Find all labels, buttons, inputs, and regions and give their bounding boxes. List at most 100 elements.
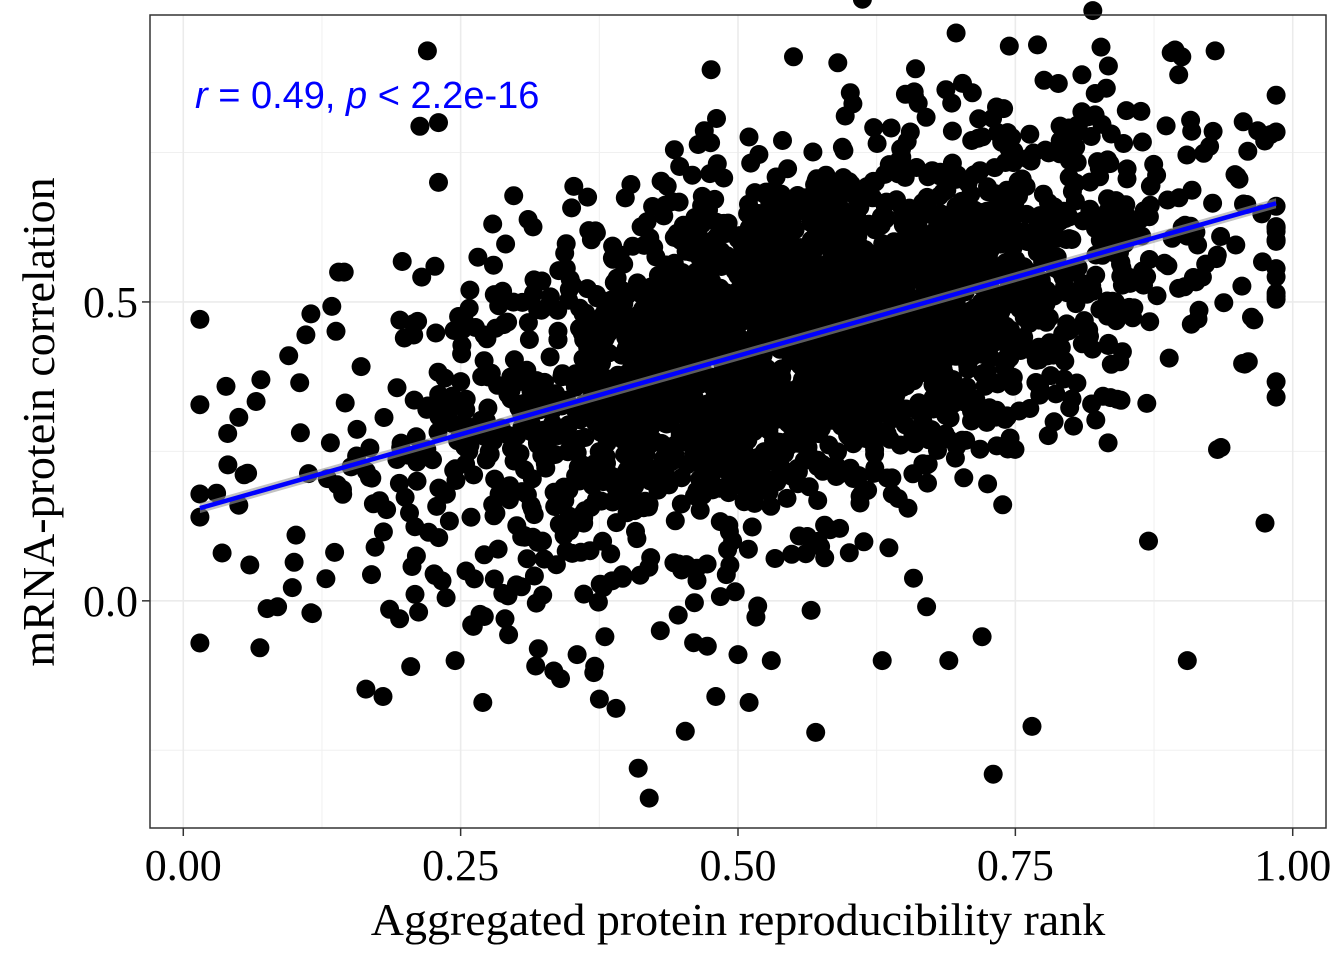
- data-point: [738, 204, 758, 224]
- data-point: [251, 370, 271, 390]
- data-point: [687, 273, 706, 293]
- data-point: [988, 289, 1008, 309]
- data-point: [518, 313, 538, 333]
- data-point: [881, 332, 901, 352]
- data-point: [1244, 310, 1264, 330]
- data-point: [985, 158, 1005, 178]
- data-point: [268, 597, 288, 617]
- data-point: [946, 23, 966, 43]
- data-point: [1056, 122, 1076, 142]
- data-point: [1255, 513, 1275, 533]
- data-point: [687, 481, 707, 501]
- y-axis-label: mRNA-protein correlation: [13, 177, 64, 666]
- data-point: [1034, 70, 1054, 90]
- data-point: [972, 627, 992, 647]
- data-point: [852, 0, 872, 9]
- data-point: [495, 609, 515, 629]
- data-point: [334, 262, 354, 282]
- data-point: [628, 758, 648, 778]
- data-point: [706, 687, 726, 706]
- data-point: [958, 209, 978, 229]
- data-point: [504, 350, 524, 370]
- data-point: [327, 475, 347, 495]
- data-point: [1266, 267, 1286, 287]
- data-point: [1082, 394, 1102, 414]
- data-point: [459, 298, 479, 318]
- data-point: [885, 397, 905, 417]
- data-point: [365, 537, 385, 557]
- data-point: [831, 186, 851, 206]
- data-point: [1080, 326, 1099, 346]
- data-point: [699, 208, 719, 228]
- data-point: [1266, 283, 1286, 303]
- data-point: [567, 443, 587, 463]
- data-point: [625, 340, 645, 360]
- data-point: [279, 346, 299, 366]
- data-point: [405, 517, 425, 537]
- data-point: [654, 206, 674, 226]
- data-point: [710, 512, 730, 532]
- data-point: [1233, 112, 1253, 132]
- data-point: [1048, 74, 1068, 93]
- data-point: [618, 459, 638, 479]
- data-point: [993, 495, 1013, 515]
- data-point: [908, 93, 928, 113]
- data-point: [868, 426, 888, 446]
- data-point: [456, 561, 476, 581]
- data-point: [524, 270, 544, 290]
- data-point: [316, 569, 336, 589]
- data-point: [658, 263, 678, 283]
- data-point: [387, 378, 407, 398]
- data-point: [1064, 416, 1083, 436]
- data-point: [714, 427, 734, 447]
- data-point: [808, 531, 828, 551]
- data-point: [598, 324, 618, 344]
- data-point: [962, 83, 982, 103]
- data-point: [960, 313, 980, 333]
- data-point: [407, 471, 427, 491]
- data-point: [190, 309, 210, 329]
- data-point: [675, 721, 695, 741]
- data-point: [1226, 235, 1246, 255]
- data-point: [773, 131, 792, 150]
- data-point: [993, 216, 1013, 236]
- data-point: [325, 542, 345, 562]
- data-point: [320, 433, 340, 453]
- data-point: [442, 386, 462, 406]
- data-point: [581, 230, 601, 250]
- data-point: [617, 389, 637, 409]
- data-point: [672, 263, 692, 282]
- data-point: [771, 184, 791, 204]
- data-point: [947, 437, 967, 457]
- data-point: [390, 310, 410, 330]
- data-point: [1172, 47, 1192, 67]
- data-point: [545, 497, 565, 516]
- data-point: [611, 280, 631, 300]
- data-point: [745, 405, 765, 425]
- data-point: [1007, 296, 1027, 315]
- data-point: [484, 506, 504, 526]
- data-point: [832, 137, 852, 157]
- data-point: [1066, 137, 1086, 157]
- data-point: [728, 645, 748, 665]
- data-point: [1060, 398, 1080, 418]
- data-point: [815, 548, 835, 568]
- data-point: [664, 140, 684, 160]
- data-point: [1203, 193, 1223, 213]
- data-point: [765, 258, 785, 278]
- data-point: [613, 565, 632, 585]
- data-point: [362, 565, 381, 585]
- data-point: [613, 320, 633, 340]
- data-point: [483, 214, 503, 234]
- data-point: [865, 365, 885, 385]
- data-point: [425, 256, 445, 276]
- data-point: [1159, 348, 1179, 368]
- data-point: [528, 435, 548, 454]
- data-point: [799, 197, 819, 217]
- data-point: [1101, 354, 1121, 374]
- data-point: [687, 558, 707, 578]
- data-point: [443, 414, 462, 434]
- data-point: [464, 465, 484, 485]
- data-point: [1203, 121, 1223, 141]
